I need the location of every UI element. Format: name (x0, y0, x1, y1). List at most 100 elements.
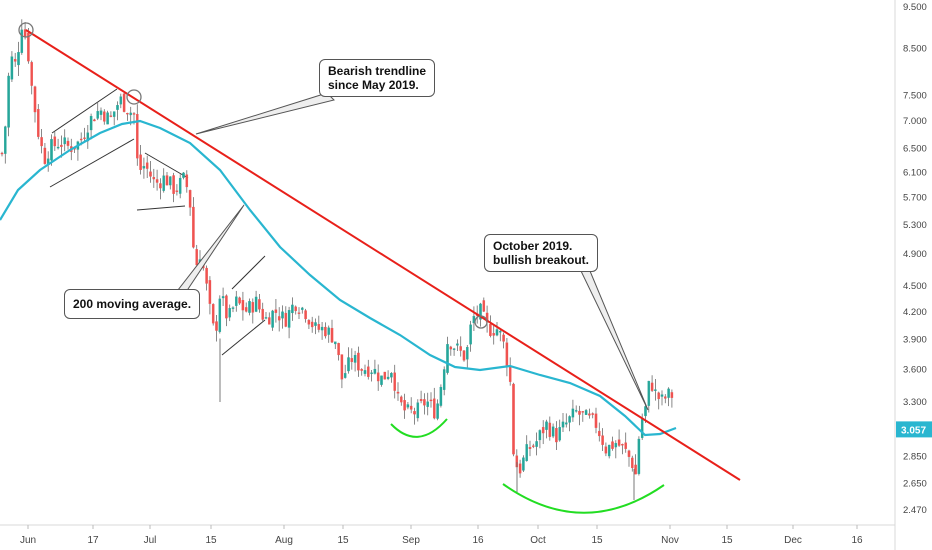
candle-body (413, 411, 416, 415)
breakout-annotation-line1: October 2019. (493, 239, 573, 253)
candle-body (231, 307, 235, 309)
candle-body (208, 280, 212, 304)
candle-body (343, 373, 347, 378)
touch-point-circle (474, 315, 488, 329)
candle-body (492, 333, 495, 336)
candle-body (518, 463, 522, 474)
candle-body (235, 296, 238, 306)
pattern-line (136, 205, 186, 211)
x-tick-label: Aug (275, 535, 293, 546)
candle-body (37, 109, 40, 137)
candle-body (403, 400, 406, 411)
candle-body (363, 370, 367, 374)
candle-body (495, 329, 499, 336)
candle-body (192, 206, 195, 248)
candle-body (390, 372, 393, 378)
candle-body (116, 105, 119, 110)
candle-body (142, 166, 146, 169)
candle-body (383, 371, 387, 380)
candle-body (482, 300, 486, 312)
touch-point-circle (126, 89, 142, 105)
candle-body (386, 376, 390, 379)
pattern-line (231, 255, 266, 290)
callout-lines (177, 92, 649, 411)
y-tick-label: 5.300 (903, 220, 927, 231)
moving-average-annotation-text: 200 moving average. (73, 297, 192, 311)
candle-body (634, 464, 637, 475)
candle-body (640, 419, 644, 438)
candle-body (129, 112, 132, 116)
trendline-annotation: Bearish trendline since May 2019. (319, 59, 436, 97)
x-tick-label: Dec (784, 535, 802, 546)
candle-body (456, 343, 459, 346)
y-tick-label: 4.900 (903, 249, 927, 260)
candle-body (50, 139, 53, 161)
candle-body (27, 32, 30, 62)
candle-body (334, 341, 337, 345)
y-tick-label: 6.500 (903, 144, 927, 155)
y-tick-label: 3.300 (903, 397, 927, 408)
candle-body (462, 350, 466, 361)
candle-body (205, 267, 208, 284)
candle-body (277, 316, 281, 321)
candle-body (301, 307, 304, 310)
candle-body (287, 310, 291, 328)
candle-body (561, 421, 565, 428)
candle-body (248, 301, 251, 313)
candle-body (548, 422, 552, 437)
y-tick-label: 2.470 (903, 505, 927, 516)
candle-body (637, 438, 641, 474)
candle-body (525, 444, 528, 462)
candle-body (535, 441, 538, 447)
x-tick-label: Sep (402, 535, 420, 546)
candle-body (396, 391, 400, 394)
candle-body (449, 346, 453, 350)
candle-body (416, 402, 420, 419)
breakout-annotation-line2: bullish breakout. (493, 253, 590, 267)
candle-body (591, 413, 594, 415)
candle-body (532, 445, 535, 447)
candle-body (17, 52, 20, 66)
candle-body (10, 56, 14, 80)
candle-body (40, 137, 43, 147)
candle-body (126, 112, 129, 115)
candle-body (79, 138, 83, 141)
y-tick-label: 3.600 (903, 364, 927, 375)
last-price-tag (896, 421, 932, 438)
candle-body (221, 296, 225, 299)
candle-body (607, 444, 611, 457)
moving-average-annotation: 200 moving average. (64, 289, 201, 319)
candle-body (627, 450, 631, 457)
x-tick-label: 16 (472, 535, 484, 546)
candle-body (433, 398, 436, 419)
candle-body (251, 302, 255, 313)
candle-body (324, 326, 327, 337)
pattern-line (221, 319, 266, 356)
candle-body (139, 154, 142, 171)
candles (0, 19, 674, 500)
candle-body (528, 447, 532, 449)
candle-body (254, 296, 258, 312)
candle-body (660, 394, 664, 397)
candle-body (664, 396, 667, 399)
candle-body (459, 346, 462, 351)
candle-body (258, 299, 261, 310)
candle-body (400, 396, 403, 403)
x-tick-label: 15 (721, 535, 733, 546)
candle-body (132, 113, 136, 115)
candle-body (66, 140, 70, 146)
candle-body (601, 435, 604, 445)
candle-body (93, 119, 96, 122)
pattern-line (49, 138, 135, 188)
candle-body (367, 366, 370, 377)
candle-body (373, 368, 377, 374)
candle-body (466, 347, 469, 360)
candle-body (558, 427, 561, 441)
candle-body (215, 321, 218, 331)
touch-point-circle (18, 22, 34, 38)
candle-body (406, 404, 410, 408)
y-tick-label: 5.700 (903, 193, 927, 204)
